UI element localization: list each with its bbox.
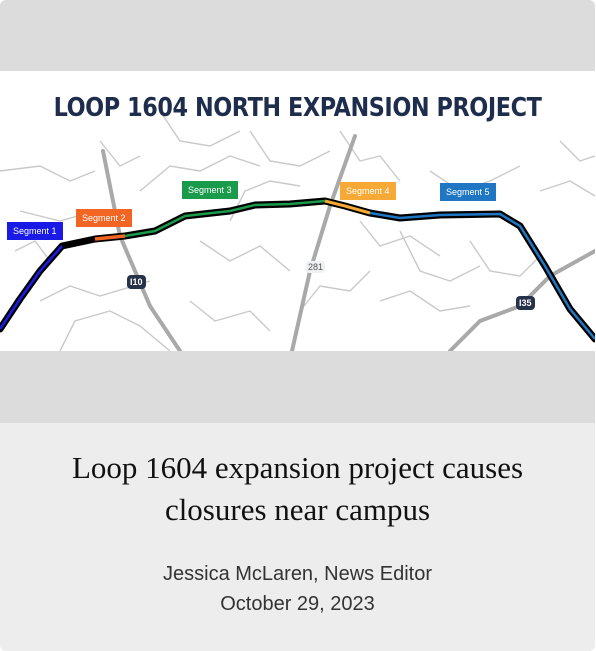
map-title: LOOP 1604 NORTH EXPANSION PROJECT	[53, 93, 542, 123]
i35-shield-icon: I35	[516, 296, 535, 310]
author-name[interactable]: Jessica McLaren, News Editor	[163, 563, 432, 585]
segment-3-label: Segment 3	[182, 181, 238, 199]
segment-2-label: Segment 2	[76, 209, 132, 227]
segment-1-label: Segment 1	[7, 222, 63, 240]
publish-date: October 29, 2023	[220, 593, 375, 615]
i10-shield-icon: I10	[127, 275, 146, 289]
project-map: LOOP 1604 NORTH EXPANSION PROJECT Segmen…	[0, 71, 595, 351]
segment-4-label: Segment 4	[340, 182, 396, 200]
article-byline: Jessica McLaren, News Editor October 29,…	[0, 559, 595, 619]
segment-5-label: Segment 5	[440, 183, 496, 201]
article-headline[interactable]: Loop 1604 expansion project causes closu…	[71, 450, 524, 527]
article-image[interactable]: LOOP 1604 NORTH EXPANSION PROJECT Segmen…	[0, 0, 595, 423]
us281-marker-icon: 281	[306, 261, 326, 273]
